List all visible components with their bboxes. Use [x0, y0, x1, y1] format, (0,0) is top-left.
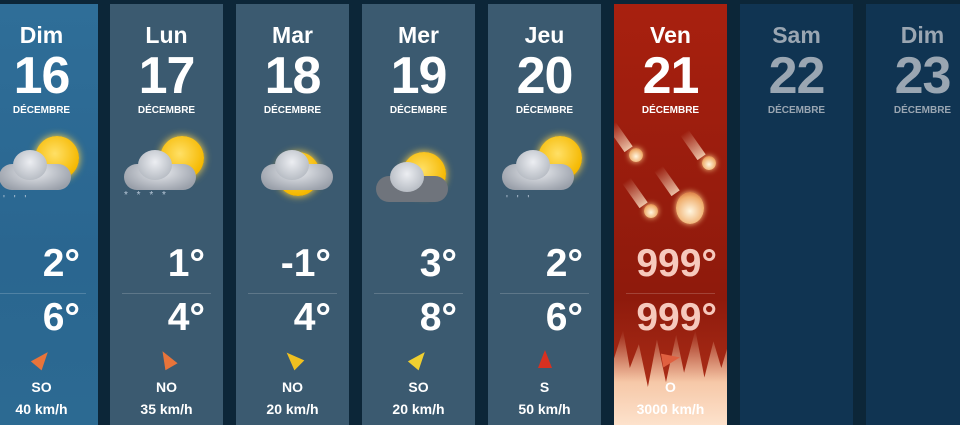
divider [500, 293, 589, 294]
wind-arrow-icon [407, 347, 430, 371]
day-number: 17 [138, 47, 196, 105]
wind-direction: NO [282, 379, 303, 395]
day-column-mer-19[interactable]: Mer 19 DÉCEMBRE 3° 8° SO 20 km/h [362, 4, 475, 425]
day-of-week: Dim [19, 22, 64, 48]
month-label: DÉCEMBRE [767, 105, 826, 116]
day-number: 22 [768, 47, 826, 105]
temp-high: 6° [42, 296, 80, 339]
wind-speed: 35 km/h [140, 401, 193, 417]
sun-cloud-icon [362, 134, 475, 214]
day-number: 23 [894, 47, 952, 105]
month-label: DÉCEMBRE [137, 105, 196, 116]
wind-arrow-icon [155, 347, 178, 371]
day-of-week: Mar [272, 22, 313, 48]
temp-low: 3° [419, 242, 457, 285]
day-number: 20 [516, 47, 574, 105]
day-column-ven-21[interactable]: Ven 21 DÉCEMBRE 999° 999° O 3000 km/h [614, 4, 727, 425]
sun-cloud-rain-icon: ' ' ' [488, 134, 601, 214]
day-of-week: Sam [772, 22, 821, 48]
day-of-week: Mer [398, 22, 439, 48]
wind-speed: 50 km/h [518, 401, 571, 417]
wind-arrow-icon [537, 350, 552, 368]
wind-direction: NO [156, 379, 177, 395]
day-number: 19 [390, 47, 448, 105]
temp-high: 4° [293, 296, 331, 339]
day-number: 16 [13, 47, 71, 105]
month-label: DÉCEMBRE [263, 105, 322, 116]
meteor-fire-icon [614, 134, 727, 224]
temp-high: 8° [419, 296, 457, 339]
month-label: DÉCEMBRE [893, 105, 952, 116]
day-column-dim-16[interactable]: Dim 16 DÉCEMBRE ' ' ' 2° 6° SO 40 km/h [0, 4, 98, 425]
wind-speed: 20 km/h [392, 401, 445, 417]
sun-cloud-rain-icon: ' ' ' [0, 134, 98, 214]
day-number: 21 [642, 47, 700, 105]
wind-direction: S [539, 379, 550, 395]
wind-direction: SO [408, 379, 429, 395]
divider [626, 293, 715, 294]
wind-arrow-icon [281, 347, 304, 371]
divider [374, 293, 463, 294]
wind-direction: SO [31, 379, 52, 395]
day-of-week: Dim [900, 22, 945, 48]
month-label: DÉCEMBRE [12, 105, 71, 116]
temp-low: 2° [545, 242, 583, 285]
day-column-sam-22[interactable]: Sam 22 DÉCEMBRE [740, 4, 853, 425]
day-of-week: Ven [650, 22, 691, 48]
wind-speed: 40 km/h [15, 401, 68, 417]
wind-speed: 3000 km/h [636, 401, 705, 417]
day-column-jeu-20[interactable]: Jeu 20 DÉCEMBRE ' ' ' 2° 6° S 50 km/h [488, 4, 601, 425]
month-label: DÉCEMBRE [389, 105, 448, 116]
day-column-lun-17[interactable]: Lun 17 DÉCEMBRE * * * * 1° 4° NO 35 km/h [110, 4, 223, 425]
day-column-mar-18[interactable]: Mar 18 DÉCEMBRE -1° 4° NO 20 km/h [236, 4, 349, 425]
divider [248, 293, 337, 294]
temp-high: 999° [636, 296, 717, 339]
day-of-week: Jeu [524, 22, 565, 48]
day-number: 18 [264, 47, 322, 105]
temp-low: 2° [42, 242, 80, 285]
month-label: DÉCEMBRE [641, 105, 700, 116]
wind-arrow-icon [660, 350, 681, 368]
temp-high: 6° [545, 296, 583, 339]
divider [122, 293, 211, 294]
sun-cloud-icon [236, 134, 349, 214]
wind-arrow-icon [30, 347, 53, 371]
wind-direction: O [665, 379, 676, 395]
temp-high: 4° [167, 296, 205, 339]
wind-speed: 20 km/h [266, 401, 319, 417]
temp-low: -1° [280, 242, 331, 285]
temp-low: 1° [167, 242, 205, 285]
day-column-dim-23[interactable]: Dim 23 DÉCEMBRE [866, 4, 960, 425]
sun-cloud-snow-icon: * * * * [110, 134, 223, 214]
month-label: DÉCEMBRE [515, 105, 574, 116]
day-of-week: Lun [145, 22, 188, 48]
divider [0, 293, 86, 294]
temp-low: 999° [636, 242, 717, 285]
